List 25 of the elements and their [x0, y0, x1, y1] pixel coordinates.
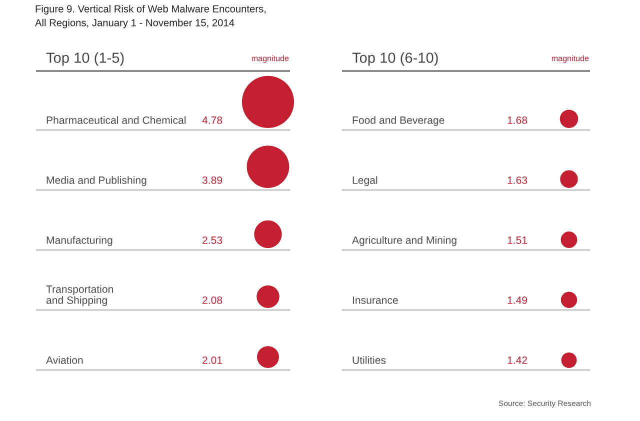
category-label: Manufacturing [46, 236, 112, 246]
data-label: 4.78 [202, 116, 222, 124]
data-label: 2.01 [202, 356, 222, 364]
category-label: Media and Publishing [46, 176, 146, 186]
text: magnitude [552, 55, 589, 63]
category-label: Pharmaceutical and Chemical [46, 116, 186, 124]
category-label: Utilities [352, 356, 386, 364]
data-label: 1.68 [508, 116, 528, 124]
category-label: Transportation and Shipping [46, 285, 113, 306]
data-label: 3.89 [202, 176, 222, 184]
data-label: 1.63 [508, 176, 528, 184]
text: magnitude [252, 55, 289, 63]
text: Top 10 (1-5) [46, 52, 124, 66]
data-label: 2.53 [202, 236, 222, 244]
category-label: Aviation [46, 356, 83, 364]
data-label: 1.49 [508, 296, 528, 304]
text: Figure 9. Vertical Risk of Web Malware Encounters, All Regions, January 1 - November 15, 2014 [35, 5, 266, 28]
data-label: 1.42 [508, 356, 528, 364]
category-label: Food and Beverage [352, 116, 444, 126]
data-label: 1.51 [508, 236, 528, 244]
text: Top 10 (6-10) [352, 52, 438, 66]
category-label: Agriculture and Mining [352, 236, 456, 246]
category-label: Insurance [352, 296, 398, 304]
data-label: 2.08 [202, 296, 222, 304]
category-label: Legal [352, 176, 378, 186]
